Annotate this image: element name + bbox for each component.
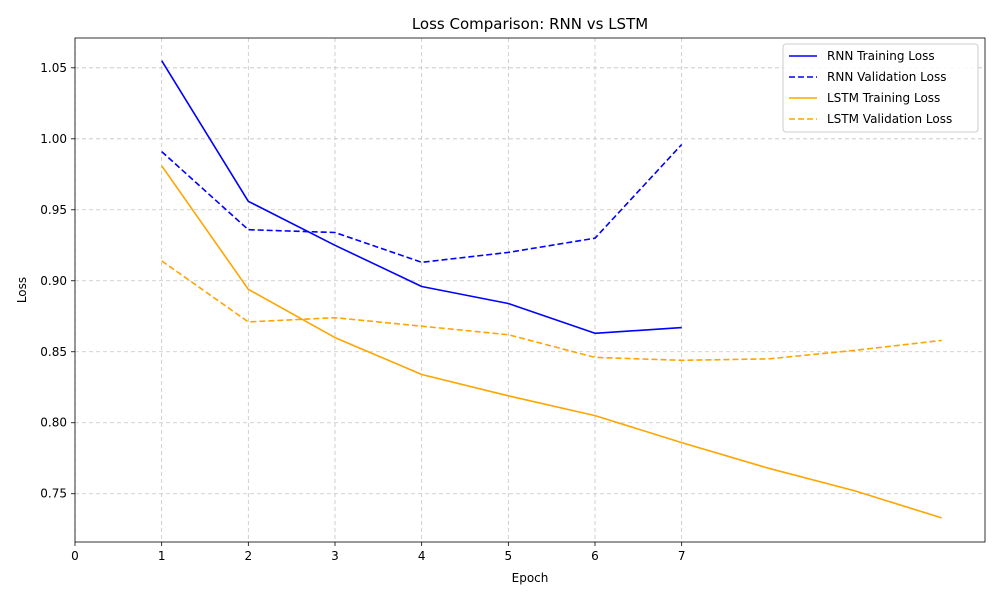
x-tick-label: 7	[678, 549, 686, 563]
x-tick-label: 3	[331, 549, 339, 563]
x-tick-label: 5	[505, 549, 513, 563]
x-tick-label: 6	[591, 549, 599, 563]
x-axis-title: Epoch	[512, 571, 549, 585]
series-line	[161, 165, 942, 519]
y-tick-label: 0.80	[40, 416, 67, 430]
chart-title: Loss Comparison: RNN vs LSTM	[412, 15, 648, 33]
series-line	[161, 60, 682, 335]
plot-frame	[74, 37, 986, 543]
y-tick-label: 0.75	[40, 487, 67, 501]
series-line	[161, 260, 942, 362]
x-tick-label: 2	[245, 549, 253, 563]
y-tick-label: 1.00	[40, 132, 67, 146]
legend-box	[782, 43, 979, 133]
legend: RNN Training Loss RNN Validation Loss LSTM…	[782, 43, 979, 133]
series-line	[161, 143, 683, 264]
series-lines	[161, 60, 942, 519]
legend-label: RNN Training Loss	[827, 49, 935, 63]
x-tick-label: 0	[71, 549, 79, 563]
x-tick-label: 1	[158, 549, 166, 563]
y-axis-title: Loss	[15, 277, 29, 303]
y-tick-label: 0.90	[40, 274, 67, 288]
x-tick-label: 4	[418, 549, 426, 563]
y-tick-label: 0.95	[40, 203, 67, 217]
axis-ticks: 0 1 2 3 4 5 6 7 0.75 0.80 0.85 0.90 0.95 1.00 1.05	[40, 61, 685, 563]
legend-label: RNN Validation Loss	[827, 70, 947, 84]
legend-label: LSTM Training Loss	[827, 91, 940, 105]
legend-label: LSTM Validation Loss	[827, 112, 952, 126]
y-tick-label: 1.05	[40, 61, 67, 75]
y-tick-label: 0.85	[40, 345, 67, 359]
